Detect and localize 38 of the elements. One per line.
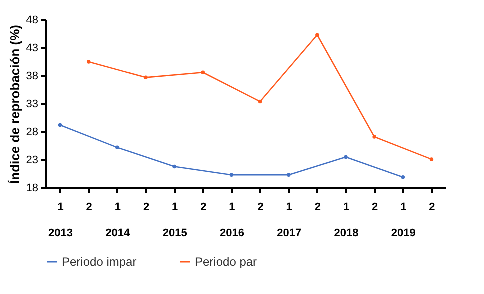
point [201, 70, 206, 75]
x-tick-label: 2 [258, 202, 264, 214]
category-label: 1 2017 [277, 202, 302, 240]
category-label: 1 2015 [162, 202, 188, 240]
point [430, 158, 434, 162]
category-label: 1 2016 [220, 202, 244, 240]
x-tick-label: 2 [372, 202, 378, 214]
y-tick-label: 23 [26, 154, 38, 166]
point [86, 60, 91, 64]
point [230, 173, 234, 177]
category-label: 1 2014 [106, 202, 130, 240]
category-label: 1 2013 [48, 202, 74, 240]
y-tick-label: 33 [26, 98, 38, 110]
point [258, 100, 262, 104]
x-tick-label: 2 [314, 202, 321, 214]
legend-label: Periodo par [195, 255, 258, 269]
point [172, 164, 176, 169]
y-tick-label: 48 [26, 14, 38, 26]
x-tick-label: 2 [143, 202, 150, 214]
legend-label: Periodo impar [62, 255, 137, 269]
x-tick-label: 2 [200, 202, 207, 214]
category-label: 1 2019 [391, 202, 416, 240]
y-tick-label: 43 [26, 42, 38, 54]
y-tick-label: 28 [26, 126, 38, 138]
point [372, 135, 376, 139]
point [286, 173, 291, 177]
point [401, 175, 406, 180]
x-tick-label: 2 [86, 202, 92, 214]
y-tick-label: 18 [26, 182, 38, 194]
point [144, 76, 148, 80]
point [316, 33, 320, 37]
point [344, 155, 348, 160]
category-label: 1 2018 [334, 202, 359, 240]
y-axis-title: Índice de reprobación (%) [7, 25, 22, 184]
point [58, 123, 62, 128]
y-tick-label: 38 [26, 70, 38, 82]
x-tick-label: 2 [429, 202, 436, 214]
point [116, 146, 120, 150]
